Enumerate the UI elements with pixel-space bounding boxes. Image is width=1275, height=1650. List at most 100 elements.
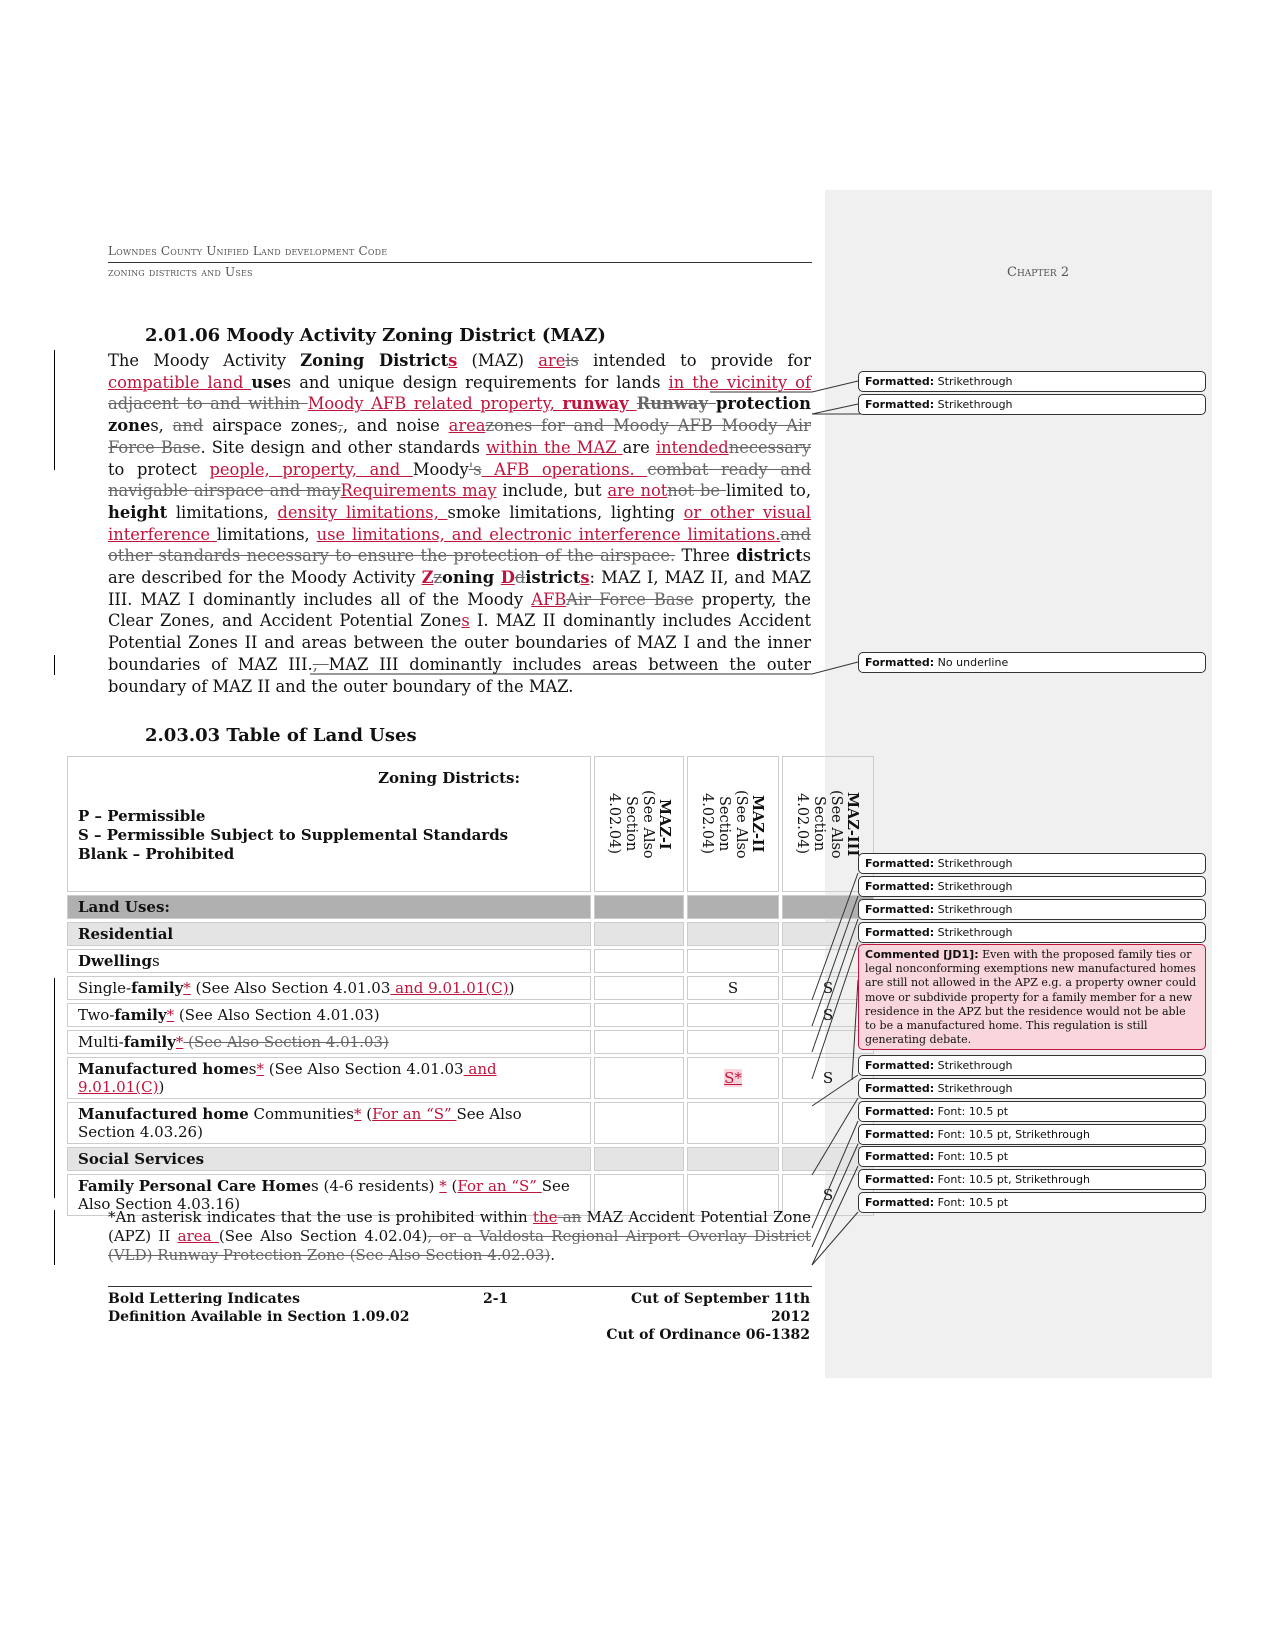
land-use-cell[interactable]: Social Services bbox=[67, 1147, 591, 1171]
land-use-cell[interactable]: Residential bbox=[67, 922, 591, 946]
district-cell-maz-i[interactable] bbox=[594, 895, 684, 919]
deleted-term: Runway bbox=[636, 394, 716, 414]
balloon-text: No underline bbox=[934, 656, 1009, 669]
page-number: 2-1 bbox=[483, 1291, 509, 1307]
text-run: s, bbox=[150, 416, 173, 436]
table-footnote[interactable]: *An asterisk indicates that the use is p… bbox=[108, 1208, 811, 1265]
district-cell-maz-i[interactable] bbox=[594, 1147, 684, 1171]
text-run: (See Also Section 4.01.03 bbox=[190, 979, 391, 997]
format-balloon[interactable]: Formatted: Font: 10.5 pt, Strikethrough bbox=[858, 1124, 1206, 1145]
district-cell-maz-i[interactable] bbox=[594, 922, 684, 946]
district-cell-maz-ii[interactable]: S bbox=[687, 976, 779, 1000]
balloon-text: Strikethrough bbox=[934, 1082, 1013, 1095]
district-cell-maz-ii[interactable] bbox=[687, 1147, 779, 1171]
district-cell-maz-i[interactable] bbox=[594, 1003, 684, 1027]
inserted-text: people, property, and bbox=[209, 459, 413, 479]
text-run: I. MAZ II dominantly includes Accident P… bbox=[108, 611, 812, 674]
inserted-text: intended bbox=[655, 437, 729, 457]
text-run: intended to provide for bbox=[578, 351, 812, 370]
format-balloon[interactable]: Formatted: Font: 10.5 pt, Strikethrough bbox=[858, 1169, 1206, 1190]
land-use-cell[interactable]: Multi-family* (See Also Section 4.01.03) bbox=[67, 1030, 591, 1054]
format-balloon[interactable]: Formatted: Strikethrough bbox=[858, 899, 1206, 920]
balloon-text: Strikethrough bbox=[934, 880, 1013, 893]
format-balloon[interactable]: Formatted: Strikethrough bbox=[858, 394, 1206, 415]
text-run: ) bbox=[158, 1078, 165, 1096]
table-row: Manufactured home Communities* (For an “… bbox=[67, 1102, 874, 1144]
district-cell-maz-ii[interactable]: S* bbox=[687, 1057, 779, 1099]
inserted-text: Requirements may bbox=[340, 481, 497, 501]
district-cell-maz-ii[interactable] bbox=[687, 1003, 779, 1027]
inserted-text: in the vicinity of bbox=[668, 372, 811, 392]
district-cell-maz-ii[interactable] bbox=[687, 1102, 779, 1144]
deleted-text: , or a Valdosta Regional Airport Overlay… bbox=[108, 1227, 811, 1264]
format-balloon[interactable]: Formatted: Strikethrough bbox=[858, 876, 1206, 897]
format-balloon[interactable]: Formatted: Strikethrough bbox=[858, 853, 1206, 874]
district-cell-maz-ii[interactable] bbox=[687, 922, 779, 946]
format-balloon[interactable]: Formatted: Font: 10.5 pt bbox=[858, 1146, 1206, 1167]
inserted-text: * bbox=[166, 1006, 175, 1024]
text-run: to protect bbox=[108, 459, 210, 479]
format-balloon[interactable]: Formatted: No underline bbox=[858, 652, 1206, 673]
comment-text: Even with the proposed family ties or le… bbox=[865, 948, 1197, 1047]
format-balloon[interactable]: Formatted: Font: 10.5 pt bbox=[858, 1192, 1206, 1213]
deleted-text: d bbox=[514, 568, 526, 588]
legend-prohibited: Blank – Prohibited bbox=[78, 845, 235, 863]
text-run: MAZ Accident Potential Zone (APZ) II bbox=[108, 1208, 812, 1245]
text-run: are bbox=[622, 437, 656, 457]
deleted-text: , bbox=[337, 416, 343, 436]
deleted-text: 's bbox=[468, 459, 482, 479]
footer-right: Cut of September 11th 2012 Cut of Ordinan… bbox=[606, 1291, 810, 1343]
table-row: Single-family* (See Also Section 4.01.03… bbox=[67, 976, 874, 1000]
format-balloon[interactable]: Formatted: Font: 10.5 pt bbox=[858, 1101, 1206, 1122]
text-run: s bbox=[151, 952, 160, 970]
land-use-cell[interactable]: Dwellings bbox=[67, 949, 591, 973]
table-row: Multi-family* (See Also Section 4.01.03) bbox=[67, 1030, 874, 1054]
land-use-cell[interactable]: Land Uses: bbox=[67, 895, 591, 919]
defined-term: Manufactured home bbox=[78, 1105, 249, 1123]
format-balloon[interactable]: Formatted: Strikethrough bbox=[858, 1055, 1206, 1076]
balloon-text: Font: 10.5 pt, Strikethrough bbox=[934, 1128, 1090, 1141]
district-cell-maz-ii[interactable] bbox=[687, 1030, 779, 1054]
defined-term: oning bbox=[442, 568, 501, 588]
district-cell-maz-ii[interactable] bbox=[687, 949, 779, 973]
inserted-term: runway bbox=[562, 394, 637, 414]
text-run: Two- bbox=[78, 1006, 115, 1024]
district-cell-maz-i[interactable] bbox=[594, 949, 684, 973]
text-run: smoke limitations, lighting bbox=[447, 502, 684, 522]
deleted-text: zones for and Moody AFB Moody Air Force … bbox=[108, 416, 811, 457]
comment-balloon-jd1[interactable]: Commented [JD1]: Even with the proposed … bbox=[858, 944, 1206, 1050]
land-use-cell[interactable]: Two-family* (See Also Section 4.01.03) bbox=[67, 1003, 591, 1027]
change-bar bbox=[54, 978, 55, 1198]
land-use-cell[interactable]: Single-family* (See Also Section 4.01.03… bbox=[67, 976, 591, 1000]
land-use-cell[interactable]: Family Personal Care Homes (4-6 resident… bbox=[67, 1174, 591, 1216]
text-run: See Also Section 4.03.16) bbox=[78, 1177, 570, 1213]
footer-rule bbox=[108, 1286, 812, 1287]
maz-paragraph[interactable]: The Moody Activity Zoning Districts (MAZ… bbox=[108, 350, 811, 697]
district-cell-maz-i[interactable] bbox=[594, 1057, 684, 1099]
text-run: property, the Clear Zones, and Accident … bbox=[108, 589, 811, 631]
district-cell-maz-i[interactable] bbox=[594, 1174, 684, 1216]
format-balloon[interactable]: Formatted: Strikethrough bbox=[858, 371, 1206, 392]
inserted-text: or other visual interference bbox=[108, 502, 811, 544]
running-header-title: Lowndes County Unified Land development … bbox=[108, 244, 388, 258]
deleted-text: and other standards necessary to ensure … bbox=[108, 524, 811, 566]
defined-term: Dwelling bbox=[78, 952, 152, 970]
district-cell-maz-ii[interactable] bbox=[687, 1174, 779, 1216]
district-cell-maz-iii[interactable] bbox=[782, 1102, 874, 1144]
text-run: include, but bbox=[496, 481, 608, 501]
land-use-cell[interactable]: Manufactured home Communities* (For an “… bbox=[67, 1102, 591, 1144]
format-balloon[interactable]: Formatted: Strikethrough bbox=[858, 1078, 1206, 1099]
format-balloon[interactable]: Formatted: Strikethrough bbox=[858, 922, 1206, 943]
district-cell-maz-i[interactable] bbox=[594, 1102, 684, 1144]
district-cell-maz-i[interactable] bbox=[594, 1030, 684, 1054]
district-cell-maz-i[interactable] bbox=[594, 976, 684, 1000]
district-cell-maz-ii[interactable] bbox=[687, 895, 779, 919]
defined-term: Social Services bbox=[78, 1150, 205, 1168]
deleted-text: necessary bbox=[728, 437, 811, 457]
text-run: Communities bbox=[248, 1105, 355, 1123]
land-use-cell[interactable]: Manufactured homes* (See Also Section 4.… bbox=[67, 1057, 591, 1099]
inserted-text: * bbox=[439, 1177, 447, 1195]
balloon-text: Strikethrough bbox=[934, 375, 1013, 388]
text-run: s (4-6 residents) bbox=[311, 1177, 440, 1195]
